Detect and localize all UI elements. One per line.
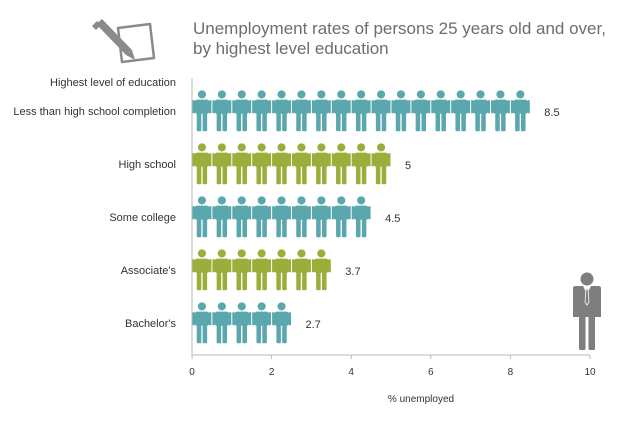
person-icon — [431, 90, 451, 132]
person-icon — [232, 302, 252, 344]
x-tick-label: 2 — [269, 367, 275, 378]
person-icon — [192, 249, 212, 291]
person-icon — [471, 90, 491, 132]
bar-person-icons — [192, 302, 292, 344]
person-icon — [311, 90, 331, 132]
person-icon — [272, 143, 292, 185]
value-label: 8.5 — [544, 107, 559, 119]
pencil-paper-icon — [92, 19, 156, 64]
category-label: Bachelor's — [125, 318, 177, 330]
person-icon — [232, 90, 252, 132]
businessman-icon — [573, 272, 601, 350]
person-icon — [371, 90, 391, 132]
person-icon — [232, 143, 252, 185]
person-icon — [192, 196, 212, 238]
person-icon — [272, 90, 292, 132]
value-label: 3.7 — [345, 266, 360, 278]
person-icon — [351, 143, 371, 185]
person-icon — [272, 249, 292, 291]
person-icon — [411, 90, 431, 132]
person-icon — [490, 90, 510, 132]
person-icon — [451, 90, 471, 132]
value-label: 2.7 — [306, 319, 321, 331]
x-tick-label: 0 — [189, 367, 195, 378]
person-icon — [212, 302, 232, 344]
category-label: High school — [119, 159, 176, 171]
person-icon — [252, 90, 272, 132]
person-icon — [391, 90, 411, 132]
person-icon — [252, 302, 272, 344]
person-icon — [252, 196, 272, 238]
person-icon — [232, 249, 252, 291]
person-icon — [331, 90, 351, 132]
person-icon — [510, 90, 530, 132]
x-tick-label: 4 — [348, 367, 354, 378]
bar-row: Some college 4.5 — [109, 196, 400, 238]
x-tick-label: 8 — [508, 367, 514, 378]
x-axis-title: % unemployed — [388, 394, 454, 405]
person-icon — [291, 143, 311, 185]
chart-title-line1: Unemployment rates of persons 25 years o… — [193, 19, 606, 38]
person-icon — [331, 196, 351, 238]
person-icon — [272, 196, 292, 238]
person-icon — [291, 90, 311, 132]
person-icon — [212, 249, 232, 291]
person-icon — [192, 143, 212, 185]
x-axis-ticks: 0 2 4 6 8 10 — [189, 355, 596, 378]
bar-person-icons — [192, 249, 331, 291]
person-icon — [192, 90, 212, 132]
category-axis-header: Highest level of education — [50, 77, 176, 89]
person-icon — [331, 143, 351, 185]
chart-title-line2: by highest level education — [193, 39, 389, 58]
person-icon — [232, 196, 252, 238]
person-icon — [311, 196, 331, 238]
bar-person-icons — [192, 143, 391, 185]
bar-row: Bachelor's 2.7 — [125, 302, 321, 344]
x-tick-label: 10 — [584, 367, 596, 378]
bar-row: Less than high school completion 8.5 — [13, 90, 560, 132]
bar-row: High school 5 — [119, 143, 411, 185]
x-tick-label: 6 — [428, 367, 434, 378]
bar-person-icons — [192, 196, 371, 238]
person-icon — [212, 143, 232, 185]
person-icon — [212, 90, 232, 132]
category-label: Associate's — [121, 265, 177, 277]
value-label: 4.5 — [385, 213, 400, 225]
category-label: Less than high school completion — [13, 106, 176, 118]
person-icon — [192, 302, 212, 344]
person-icon — [351, 90, 371, 132]
person-icon — [252, 143, 272, 185]
bar-rows: Less than high school completion 8.5 High … — [13, 90, 560, 344]
value-label: 5 — [405, 160, 411, 172]
bar-row: Associate's 3.7 — [121, 249, 361, 291]
person-icon — [371, 143, 391, 185]
category-label: Some college — [109, 212, 176, 224]
person-icon — [212, 196, 232, 238]
person-icon — [272, 302, 292, 344]
person-icon — [311, 249, 331, 291]
person-icon — [291, 196, 311, 238]
person-icon — [351, 196, 371, 238]
person-icon — [291, 249, 311, 291]
bar-person-icons — [192, 90, 530, 132]
person-icon — [311, 143, 331, 185]
person-icon — [252, 249, 272, 291]
